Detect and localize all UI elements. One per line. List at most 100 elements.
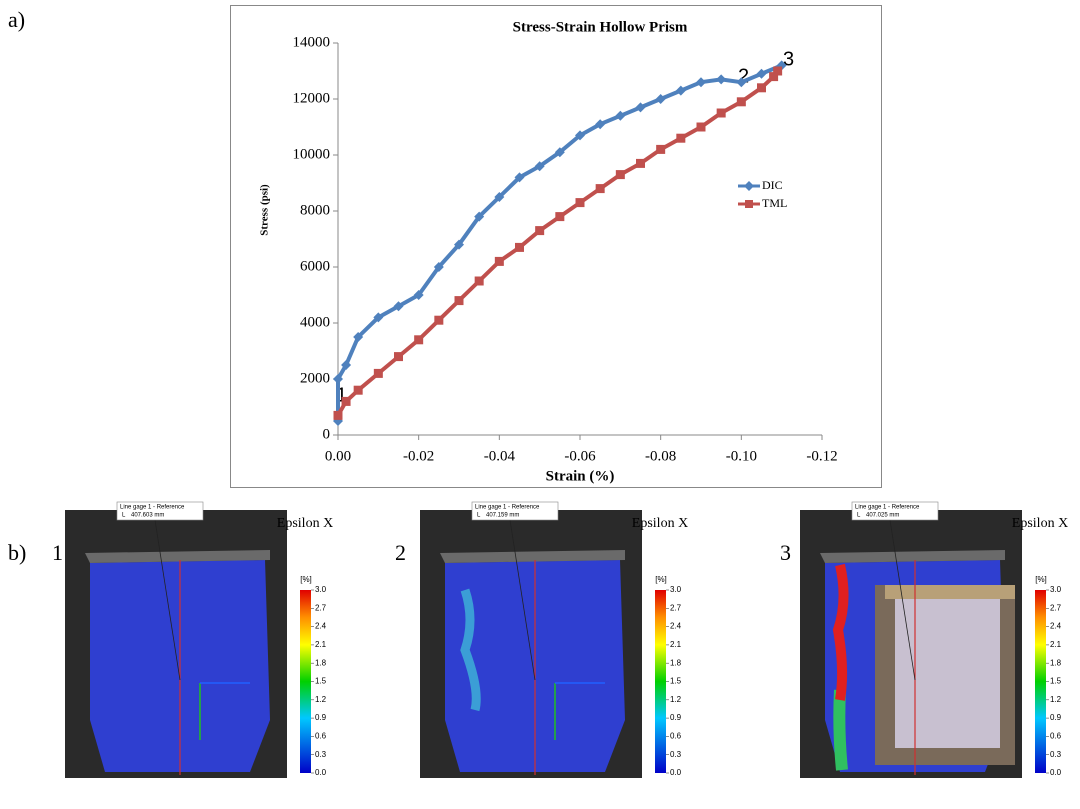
marker (413, 290, 424, 300)
gage-leader (509, 519, 536, 681)
colorbar (1035, 590, 1046, 773)
x-tick-label: -0.10 (726, 448, 757, 464)
marker (615, 170, 625, 180)
gage-key: L (857, 513, 861, 519)
x-tick-label: 0.00 (325, 448, 351, 464)
marker (454, 239, 464, 250)
colorbar (300, 590, 311, 773)
colorbar-tick-label: 2.1 (1050, 640, 1062, 649)
colorbar-tick-label: 0.6 (670, 732, 682, 741)
marker (555, 212, 565, 222)
marker (757, 83, 766, 93)
marker (635, 102, 646, 113)
marker (736, 97, 746, 107)
marker (554, 147, 565, 158)
colorbar-unit: [%] (1035, 575, 1047, 584)
marker (534, 161, 545, 172)
gage-title: Line gage 1 - Reference (475, 505, 540, 511)
marker (494, 192, 505, 202)
gage-title: Line gage 1 - Reference (855, 505, 920, 511)
specimen-cap (820, 550, 1005, 563)
colorbar-tick-label: 0.9 (1050, 713, 1062, 722)
marker (414, 335, 424, 345)
y-tick-label: 8000 (300, 202, 330, 218)
marker (615, 110, 626, 121)
y-tick-label: 12000 (293, 90, 331, 106)
colorbar-tick-label: 2.1 (670, 640, 682, 649)
strain-band-green (833, 689, 848, 771)
colorbar-tick-label: 2.1 (315, 640, 327, 649)
colorbar-tick-label: 0.3 (315, 750, 327, 759)
marker (474, 211, 485, 222)
colorbar-tick-label: 2.7 (1050, 603, 1062, 612)
colorbar-tick-label: 1.8 (315, 658, 327, 667)
marker (575, 130, 585, 141)
marker (433, 262, 444, 272)
marker (736, 77, 747, 88)
marker (535, 226, 545, 236)
colorbar (655, 590, 666, 773)
colorbar-unit: [%] (300, 575, 312, 584)
marker (341, 396, 351, 406)
marker (333, 410, 343, 420)
colorbar-tick-label: 1.2 (315, 695, 327, 704)
colorbar-tick-label: 3.0 (1050, 585, 1062, 594)
y-tick-label: 4000 (300, 314, 330, 330)
marker (514, 172, 525, 183)
colorbar-tick-label: 0.3 (1050, 750, 1062, 759)
marker (769, 72, 779, 82)
marker (353, 385, 363, 395)
colorbar-tick-label: 1.2 (1050, 695, 1062, 704)
panel-number: 2 (395, 540, 406, 565)
colorbar-title: Epsilon X (632, 516, 688, 531)
annotation: 2 (738, 65, 749, 87)
colorbar-tick-label: 0.3 (670, 750, 682, 759)
gage-title: Line gage 1 - Reference (120, 505, 185, 511)
marker (373, 368, 383, 378)
colorbar-title: Epsilon X (277, 516, 333, 531)
specimen-cap (85, 550, 270, 563)
marker (696, 122, 706, 132)
y-tick-label: 6000 (300, 258, 330, 274)
marker (716, 74, 727, 85)
colorbar-tick-label: 1.8 (1050, 658, 1062, 667)
panel-number: 1 (52, 540, 63, 565)
y-tick-label: 2000 (300, 370, 330, 386)
gage-key: L (122, 513, 126, 519)
y-tick-label: 10000 (293, 146, 331, 162)
gage-length: 407.159 mm (486, 513, 519, 519)
strain-band-red (832, 563, 849, 701)
marker (434, 315, 444, 325)
colorbar-tick-label: 2.4 (1050, 622, 1062, 631)
marker (716, 108, 726, 118)
marker (655, 94, 666, 104)
marker (656, 144, 666, 154)
y-axis-label: Stress (psi) (259, 184, 271, 236)
marker (373, 312, 384, 323)
gage-box (471, 501, 559, 521)
marker (773, 66, 783, 76)
colorbar-tick-label: 1.2 (670, 695, 682, 704)
chart-title: Stress-Strain Hollow Prism (513, 19, 688, 35)
colorbar-tick-label: 0.0 (315, 768, 327, 777)
x-axis-label: Strain (%) (546, 468, 615, 484)
marker (515, 242, 524, 252)
marker (676, 133, 686, 143)
marker (595, 184, 605, 194)
colorbar-tick-label: 1.8 (670, 658, 682, 667)
colorbar-tick-label: 0.0 (1050, 768, 1062, 777)
marker (575, 198, 585, 208)
colorbar-tick-label: 0.9 (315, 713, 327, 722)
gage-length: 407.603 mm (131, 513, 164, 519)
gage-length: 407.025 mm (866, 513, 899, 519)
specimen-cap (440, 550, 625, 563)
marker (353, 332, 364, 342)
chart-frame (230, 5, 882, 488)
colorbar-tick-label: 1.5 (315, 677, 327, 686)
strain-band (460, 588, 481, 712)
y-tick-label: 0 (323, 426, 331, 442)
panel-label: b) (8, 540, 26, 565)
marker (696, 77, 706, 88)
panel-number: 3 (780, 540, 791, 565)
marker (474, 276, 484, 286)
